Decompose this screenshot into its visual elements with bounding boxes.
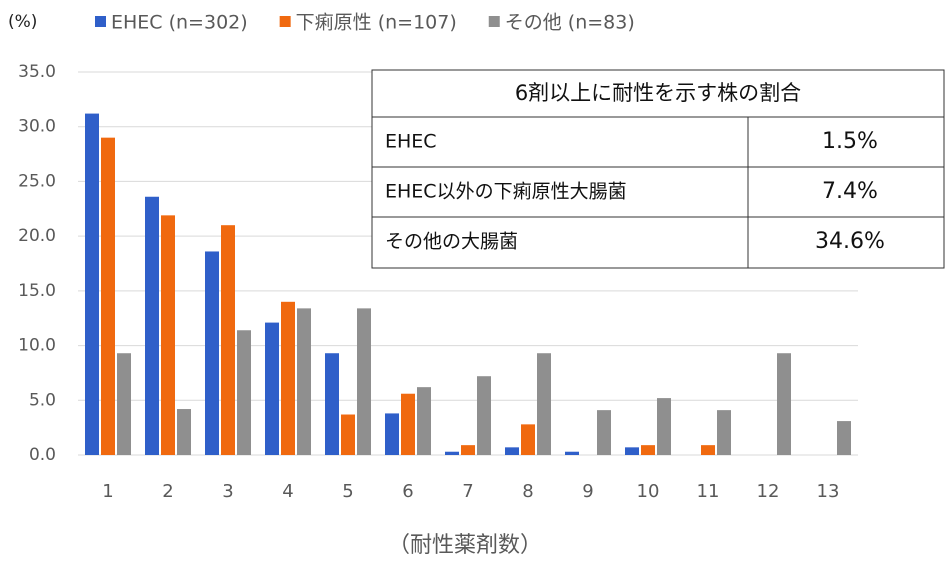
bar [477,376,491,455]
x-tick-label: 11 [697,481,720,502]
bar [701,445,715,455]
table-cell: 7.4% [822,179,878,204]
bar [145,196,159,455]
bar [341,414,355,455]
legend-swatch [488,16,500,27]
x-tick-label: 2 [162,481,173,502]
x-tick-label: 3 [222,481,233,502]
bar [717,410,731,455]
bar [401,393,415,455]
bar [461,445,475,455]
x-tick-label: 7 [462,481,473,502]
bar [597,410,611,455]
bar [265,322,279,455]
table-cell: EHEC以外の下痢原性大腸菌 [385,181,627,203]
x-tick-label: 4 [282,481,293,502]
bar [641,445,655,455]
table: 6剤以上に耐性を示す株の割合 EHEC 1.5% EHEC以外の下痢原性大腸菌 7.4%… [371,69,945,269]
table-cell: 1.5% [822,129,878,154]
bar [521,424,535,455]
table-cell: その他の大腸菌 [385,231,518,253]
bar [101,137,115,455]
y-tick-label: 20.0 [18,226,56,246]
y-axis-label: (%) [8,12,37,32]
bar [657,398,671,455]
bar [281,301,295,455]
bar [777,353,791,455]
table-bg [371,69,945,269]
bar [505,447,519,455]
legend-swatch [279,16,291,27]
y-tick-label: 15.0 [18,281,56,301]
bar [837,421,851,455]
table-cell: 34.6% [815,229,885,254]
bar [297,308,311,455]
bar [417,387,431,455]
table-title: 6剤以上に耐性を示す株の割合 [515,81,801,105]
x-tick-label: 8 [522,481,533,502]
bar [565,451,579,455]
y-tick-label: 35.0 [18,62,56,82]
bar [237,330,251,455]
bar [205,251,219,455]
bar [177,409,191,455]
y-tick-label: 30.0 [18,117,56,137]
bar [357,308,371,455]
y-tick-label: 5.0 [29,390,56,410]
legend-label: その他 (n=83) [505,12,635,34]
bar [161,215,175,455]
legend-label: EHEC (n=302) [111,12,248,34]
x-tick-label: 13 [817,481,840,502]
x-tick-label: 10 [637,481,660,502]
x-tick-label: 12 [757,481,780,502]
x-tick-label: 1 [102,481,113,502]
bar [625,447,639,455]
bar [325,353,339,455]
y-tick-label: 10.0 [18,336,56,356]
x-tick-label: 5 [342,481,353,502]
y-tick-label: 0.0 [29,445,56,465]
x-tick-label: 9 [582,481,593,502]
x-axis-label: （耐性薬剤数） [388,533,542,558]
bar [117,353,131,455]
legend-label: 下痢原性 (n=107) [296,12,457,34]
bar [221,225,235,455]
bar [385,413,399,455]
bar [537,353,551,455]
table-cell: EHEC [385,131,437,153]
bar [85,113,99,455]
x-tick-label: 6 [402,481,413,502]
legend-swatch [95,16,106,27]
y-tick-label: 25.0 [18,171,56,191]
bar [445,451,459,455]
